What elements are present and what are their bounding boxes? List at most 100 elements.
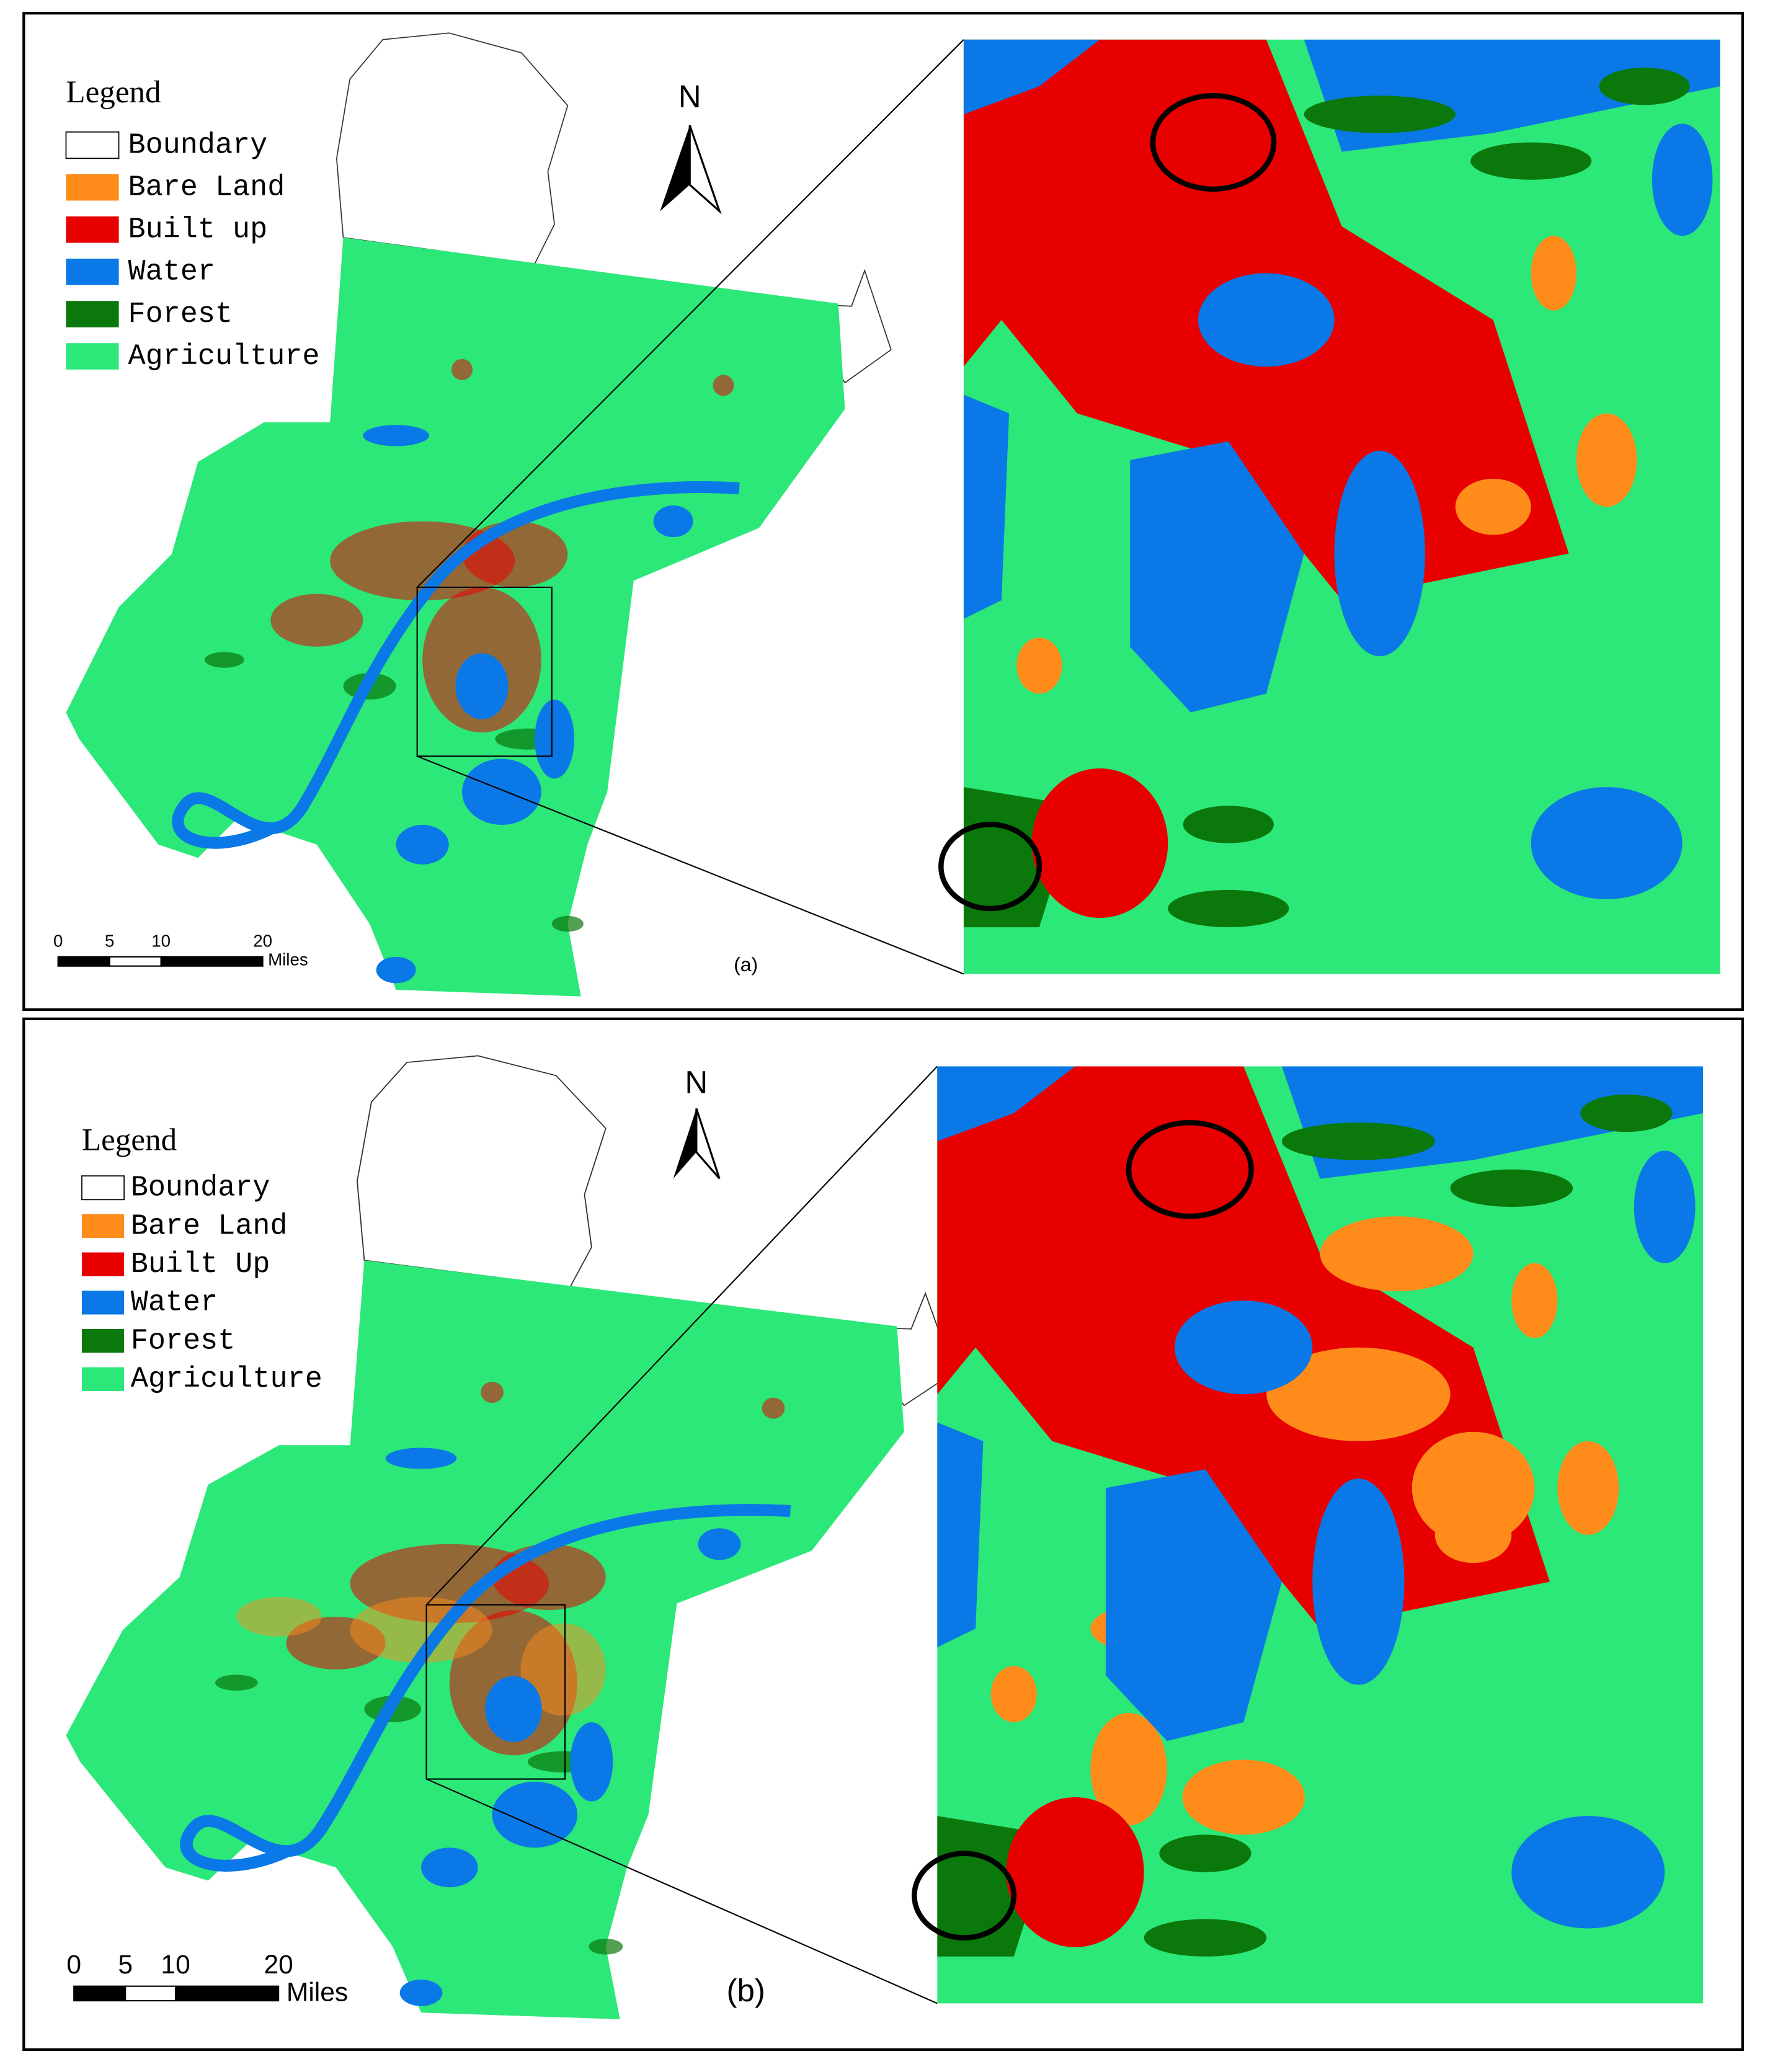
water: [937, 1066, 1075, 1142]
legend-swatch: [66, 216, 119, 243]
built-up: [492, 1544, 606, 1611]
north-label: N: [685, 1065, 708, 1100]
panel-frame: [22, 1017, 1744, 2051]
forest: [215, 1674, 258, 1691]
zoom-box: [425, 1604, 566, 1780]
water: [1652, 123, 1713, 236]
bare-land: [1557, 1441, 1619, 1535]
river: [172, 481, 740, 849]
water: [963, 394, 1010, 619]
legend-label: Built Up: [131, 1248, 270, 1281]
map: [66, 32, 892, 997]
legend-swatch: [66, 301, 119, 327]
built-up: [481, 1382, 504, 1403]
legend-swatch: [81, 1328, 125, 1353]
forest: [1304, 96, 1456, 133]
bare-land: [1412, 1431, 1535, 1545]
panel-label: (a): [734, 953, 758, 976]
scale-unit: Miles: [268, 950, 308, 969]
water: [363, 425, 429, 447]
map: [66, 1055, 955, 2019]
legend-swatch: [81, 1175, 125, 1201]
scale-segment: [175, 1985, 280, 2002]
water: [462, 758, 541, 825]
legend-label: Bare Land: [131, 1210, 288, 1243]
legend-swatch: [65, 131, 120, 159]
forest: [1159, 1834, 1252, 1872]
zoom-line: [425, 1065, 938, 1606]
legend-label: Forest: [128, 298, 233, 331]
water: [1511, 1816, 1665, 1929]
forest: [1144, 1919, 1267, 1957]
forest: [589, 1939, 623, 1955]
legend-label: Boundary: [128, 129, 267, 162]
water: [570, 1722, 613, 1802]
legend-swatch: [81, 1291, 125, 1315]
water: [535, 699, 574, 779]
built-up: [1031, 768, 1168, 918]
river: [180, 1504, 791, 1872]
highlight-circle: [912, 1851, 1017, 1941]
water: [1198, 273, 1335, 367]
built-up: [451, 358, 473, 380]
bare-land: [1090, 1712, 1167, 1826]
bare-land: [520, 1623, 606, 1716]
bare-land: [1320, 1216, 1474, 1292]
scale-label: 20: [253, 932, 272, 951]
scale-segment: [73, 1985, 127, 2002]
legend-label: Agriculture: [128, 340, 319, 373]
water: [1105, 1469, 1282, 1741]
legend-title: Legend: [82, 1123, 177, 1158]
water: [421, 1847, 478, 1888]
panel-label: (b): [726, 1973, 765, 2008]
water: [455, 653, 509, 719]
scale-segment: [160, 956, 264, 967]
scale-unit: Miles: [287, 1978, 348, 2008]
scale-segment: [109, 956, 162, 967]
zoom-line: [416, 39, 964, 588]
built-up: [462, 521, 568, 587]
forest: [204, 652, 244, 668]
legend-swatch: [66, 259, 119, 285]
scale-label: 20: [264, 1950, 293, 1980]
panel-frame: [22, 12, 1744, 1012]
built-up: [713, 375, 734, 396]
water: [698, 1528, 741, 1560]
built-up: [762, 1397, 785, 1419]
water: [963, 39, 1100, 115]
north-arrow: [660, 125, 690, 211]
inset-map: [938, 39, 1720, 974]
highlight-circle: [938, 822, 1043, 912]
water: [492, 1781, 577, 1848]
bare-land: [1016, 638, 1062, 694]
water: [1312, 1478, 1405, 1685]
forest: [1450, 1169, 1573, 1207]
scale-label: 5: [118, 1950, 133, 1980]
highlight-circle: [1126, 1119, 1254, 1219]
scale-label: 10: [161, 1950, 190, 1980]
scale-label: 5: [105, 932, 114, 951]
water: [1130, 441, 1304, 713]
north-label: N: [678, 79, 701, 114]
forest: [1599, 68, 1690, 105]
bare-land: [1531, 236, 1576, 311]
highlight-circle: [1150, 92, 1277, 192]
bare-land: [236, 1596, 322, 1637]
water: [1531, 787, 1683, 899]
bare-land: [1266, 1347, 1451, 1441]
water: [653, 505, 693, 538]
forest: [551, 915, 584, 932]
legend-swatch: [81, 1367, 125, 1391]
water: [396, 825, 449, 865]
legend-title: Legend: [66, 74, 161, 110]
scale-segment: [125, 1985, 177, 2002]
forest: [1168, 889, 1289, 928]
legend-swatch: [66, 343, 119, 370]
zoom-line: [417, 755, 964, 975]
forest: [1281, 1123, 1435, 1160]
north-arrow: [673, 1108, 696, 1179]
north-arrow: [688, 125, 722, 215]
legend-label: Built up: [128, 214, 267, 247]
legend-swatch: [81, 1214, 125, 1238]
